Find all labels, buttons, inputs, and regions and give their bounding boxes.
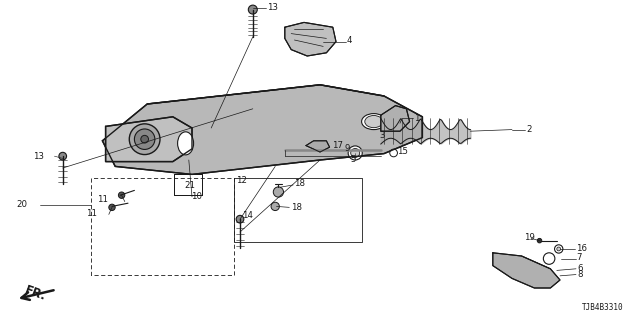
Text: 3: 3 <box>380 132 385 140</box>
Text: 16: 16 <box>576 244 587 253</box>
Text: 19: 19 <box>524 233 534 242</box>
Polygon shape <box>493 253 560 288</box>
Polygon shape <box>306 141 330 152</box>
Ellipse shape <box>178 132 193 155</box>
Polygon shape <box>102 85 422 174</box>
Circle shape <box>555 245 563 253</box>
Text: 13: 13 <box>267 4 278 12</box>
Text: 11: 11 <box>97 196 108 204</box>
Text: 15: 15 <box>397 148 408 156</box>
Text: 14: 14 <box>242 212 253 220</box>
Polygon shape <box>174 174 202 195</box>
Polygon shape <box>381 106 410 131</box>
Circle shape <box>118 192 125 198</box>
Text: FR.: FR. <box>22 284 48 304</box>
Text: TJB4B3310: TJB4B3310 <box>582 303 624 312</box>
Text: 20: 20 <box>16 200 27 209</box>
Text: 2: 2 <box>526 125 532 134</box>
Circle shape <box>236 215 244 223</box>
Circle shape <box>348 146 362 160</box>
Text: 4: 4 <box>347 36 353 45</box>
Text: 17: 17 <box>332 141 342 150</box>
Text: 9: 9 <box>344 144 349 153</box>
Text: 13: 13 <box>33 152 44 161</box>
Text: 11: 11 <box>86 209 97 218</box>
Circle shape <box>557 247 561 251</box>
Text: 5: 5 <box>351 156 356 164</box>
Text: 12: 12 <box>236 176 246 185</box>
Circle shape <box>109 204 115 211</box>
Ellipse shape <box>362 114 386 130</box>
Circle shape <box>248 5 257 14</box>
Circle shape <box>351 148 360 157</box>
Circle shape <box>390 149 397 157</box>
Ellipse shape <box>365 116 383 128</box>
Text: 1: 1 <box>414 114 420 123</box>
Text: 10: 10 <box>191 192 202 201</box>
Text: 21: 21 <box>184 181 195 190</box>
Text: 6: 6 <box>577 264 583 273</box>
Circle shape <box>134 129 155 149</box>
Polygon shape <box>106 117 192 162</box>
Polygon shape <box>285 22 336 56</box>
Circle shape <box>543 253 555 264</box>
Text: 8: 8 <box>577 270 583 279</box>
Circle shape <box>538 238 541 243</box>
Text: 7: 7 <box>576 253 582 262</box>
Circle shape <box>271 202 280 211</box>
Circle shape <box>141 135 148 143</box>
Circle shape <box>129 124 160 155</box>
Circle shape <box>59 152 67 160</box>
Circle shape <box>273 187 284 197</box>
Text: 18: 18 <box>294 180 305 188</box>
Text: 18: 18 <box>291 203 301 212</box>
